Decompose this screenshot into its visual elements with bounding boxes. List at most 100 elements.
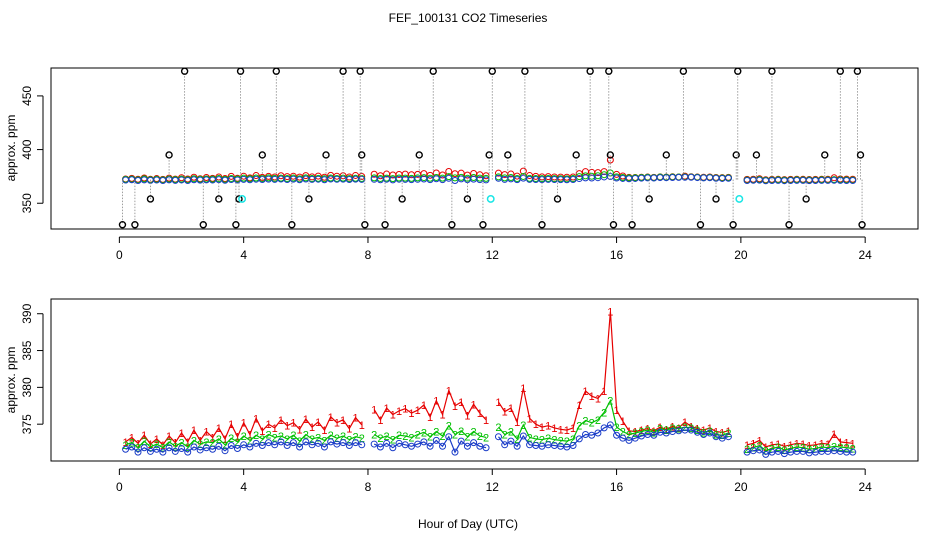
- calibration-point: [606, 151, 615, 159]
- series-2-point: 2: [166, 437, 172, 449]
- series-1-point: 1: [756, 435, 762, 447]
- series-3-point: [482, 444, 490, 452]
- bottom-series-3: [122, 421, 857, 458]
- series-3-point: [171, 447, 179, 455]
- series-1-point: 1: [707, 423, 713, 435]
- series-2-point: 2: [483, 432, 489, 444]
- series-1-point: 1: [750, 438, 756, 450]
- series-1-point: 1: [595, 393, 601, 405]
- series-1-point: 1: [297, 424, 303, 436]
- series-3-point: [538, 442, 546, 450]
- series-2-point: 2: [340, 431, 346, 443]
- series-3-point: [153, 445, 161, 453]
- series-3-point: [327, 438, 335, 446]
- calibration-point: [645, 195, 653, 203]
- series-1-point: 1: [433, 396, 439, 408]
- series-2-point: 2: [707, 426, 713, 438]
- series-1-point: 1: [744, 440, 750, 452]
- series-1-point: 1: [545, 421, 551, 433]
- series-2-point: 2: [682, 422, 688, 434]
- series-1-point: 1: [551, 423, 557, 435]
- series-3-point: [302, 438, 310, 446]
- top-series-1-point: [227, 172, 235, 180]
- series-1-line: [746, 432, 853, 448]
- top-x-tick-label: 12: [486, 248, 500, 262]
- series-2-point: 2: [614, 422, 620, 434]
- series-3-point: [463, 442, 471, 450]
- series-2-point: 2: [297, 436, 303, 448]
- series-2-point: 2: [676, 424, 682, 436]
- series-3-point: [159, 448, 167, 456]
- series-3-point: [333, 440, 341, 448]
- top-series-3-point: [445, 174, 453, 182]
- bottom-x-tick-label: 4: [240, 480, 247, 494]
- top-y-tick-label: 450: [20, 86, 34, 106]
- bottom-x-tick-label: 12: [486, 480, 500, 494]
- calibration-point: [463, 195, 472, 203]
- series-1-point: 1: [129, 432, 135, 444]
- series-1-point: 1: [384, 403, 390, 415]
- series-1-point: 1: [564, 425, 570, 437]
- series-3-point: [283, 442, 291, 450]
- top-x-tick-label: 8: [365, 248, 372, 262]
- series-3-point: [246, 443, 254, 451]
- series-2-point: 2: [433, 427, 439, 439]
- series-3-point: [662, 429, 670, 437]
- top-series-1-point: [370, 170, 378, 178]
- top-series-1-point: [519, 167, 527, 175]
- series-2-point: 2: [539, 435, 545, 447]
- series-3-point: [606, 421, 614, 429]
- series-2-point: 2: [744, 444, 750, 456]
- series-1-point: 1: [781, 441, 787, 453]
- series-3-point: [140, 444, 148, 452]
- series-1-point: 1: [216, 423, 222, 435]
- series-2-point: 2: [154, 439, 160, 451]
- series-3-point: [165, 444, 173, 452]
- series-1-point: 1: [526, 413, 532, 425]
- series-3-point: [501, 441, 509, 449]
- series-2-point: 2: [265, 429, 271, 441]
- top-axes: 0 4 8 12 16 20 24 350 400 450: [20, 86, 872, 262]
- series-3-point: [718, 434, 726, 442]
- calibration-point: [802, 195, 810, 203]
- series-3-point: [258, 442, 266, 450]
- series-3-point: [221, 447, 229, 455]
- series-1-point: 1: [147, 439, 153, 451]
- series-2-point: 2: [346, 435, 352, 447]
- series-2-point: 2: [427, 432, 433, 444]
- series-2-point: 2: [421, 427, 427, 439]
- series-2-point: 2: [259, 434, 265, 446]
- series-2-line: [746, 444, 853, 452]
- series-1-point: 1: [607, 307, 613, 319]
- series-3-point: [128, 443, 136, 451]
- series-1-point: 1: [160, 440, 166, 452]
- series-1-point: 1: [819, 438, 825, 450]
- series-2-point: 2: [526, 432, 532, 444]
- series-3-point: [271, 441, 279, 449]
- series-3-point: [320, 443, 328, 451]
- series-1-point: 1: [197, 435, 203, 447]
- series-1-point: 1: [228, 419, 234, 431]
- bottom-x-tick-label: 0: [116, 480, 123, 494]
- top-y-axis-label: approx. ppm: [4, 115, 18, 182]
- series-1-point: 1: [837, 437, 843, 449]
- top-series-1-point: [606, 156, 614, 164]
- series-2-point: 2: [185, 442, 191, 454]
- series-1-point: 1: [763, 442, 769, 454]
- series-3-point: [780, 450, 788, 458]
- series-2-point: 2: [719, 430, 725, 442]
- series-2-point: 2: [284, 434, 290, 446]
- series-3-point: [383, 439, 391, 447]
- series-3-point: [265, 439, 273, 447]
- top-y-tick-label: 400: [20, 139, 34, 159]
- calibration-point: [322, 151, 330, 159]
- series-1-point: 1: [278, 415, 284, 427]
- series-3-point: [619, 434, 627, 442]
- series-2-point: 2: [352, 432, 358, 444]
- top-plot-area: [118, 67, 866, 229]
- series-1-point: 1: [843, 438, 849, 450]
- series-1-point: 1: [154, 434, 160, 446]
- series-1-point: 1: [713, 427, 719, 439]
- series-2-point: 2: [408, 432, 414, 444]
- series-2-point: 2: [396, 430, 402, 442]
